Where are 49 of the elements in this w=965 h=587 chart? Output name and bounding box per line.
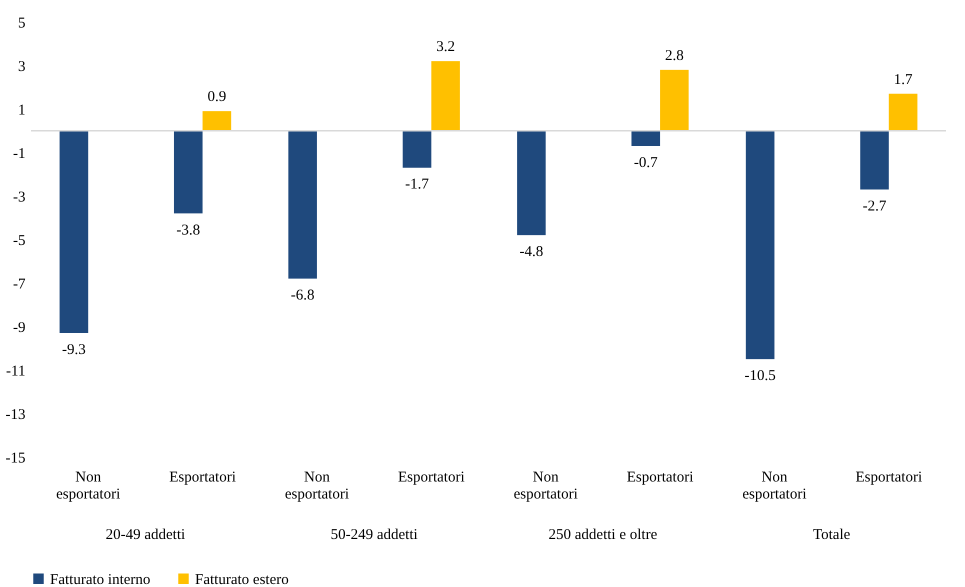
data-label: -0.7	[634, 154, 658, 171]
x-tick-label: Esportatori	[169, 470, 236, 486]
y-tick-label: -11	[6, 364, 26, 380]
data-label: -6.8	[290, 288, 315, 304]
bar	[517, 130, 546, 236]
data-label: 1.7	[894, 72, 913, 88]
data-label: -3.8	[176, 222, 200, 238]
text: 20-49 addetti	[106, 527, 186, 543]
data-label: 2.8	[664, 48, 684, 64]
text: 250 addetti e oltre	[548, 527, 658, 543]
y-tick-label: 1	[18, 102, 26, 118]
data-label: -9.3	[62, 342, 86, 358]
y-tick-label: 3	[18, 59, 26, 75]
data-label: -4.8	[520, 244, 544, 260]
y-tick-label: -1	[13, 146, 26, 162]
bar	[746, 130, 774, 360]
x-tick-label: Non esportatori	[514, 470, 578, 502]
bar	[402, 130, 432, 168]
data-label: 3.2	[436, 39, 455, 56]
bar	[888, 94, 918, 131]
y-tick-label: -3	[13, 190, 26, 206]
y-tick-label: -13	[6, 407, 26, 423]
text: 50-249 addetti	[330, 527, 418, 543]
bar	[288, 130, 317, 279]
bar	[660, 70, 689, 131]
x-tick-label: Non esportatori	[284, 470, 350, 502]
legend-label: Fatturato interno	[50, 572, 150, 587]
data-label: -1.7	[405, 176, 430, 193]
bar	[202, 111, 232, 131]
bar	[860, 130, 889, 190]
y-tick-label: -15	[6, 450, 26, 466]
y-tick-label: -7	[13, 276, 26, 292]
x-tick-label: Esportatori	[855, 470, 922, 486]
bar	[174, 130, 203, 214]
data-label: -10.5	[744, 368, 776, 384]
y-tick-label: -5	[13, 233, 26, 249]
bar	[631, 130, 660, 146]
y-tick-label: -9	[13, 320, 26, 336]
x-tick-label: Esportatori	[398, 470, 465, 486]
text: Totale	[812, 527, 851, 543]
data-label: 0.9	[207, 89, 226, 106]
data-label: -2.7	[862, 198, 887, 214]
x-tick-label: Non esportatori	[56, 470, 120, 502]
x-tick-label: Non esportatori	[742, 470, 807, 502]
x-tick-label: Esportatori	[626, 470, 694, 486]
y-tick-label: 5	[18, 16, 26, 32]
bar	[431, 61, 460, 131]
bar	[60, 130, 88, 334]
legend-label: Fatturato estero	[195, 572, 289, 587]
